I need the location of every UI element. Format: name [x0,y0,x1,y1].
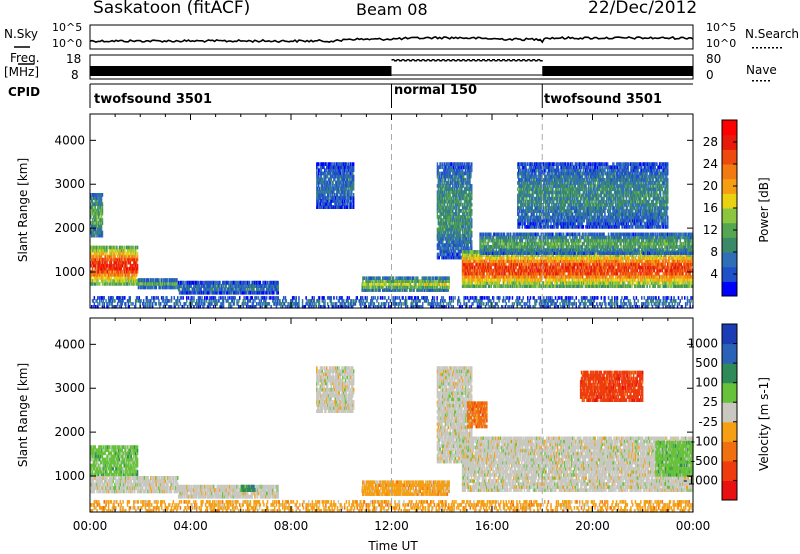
nave-legend-dot [752,80,754,82]
power-cell [159,278,161,282]
power-cell [219,281,221,285]
power-cell [103,252,105,256]
power-cell [278,281,280,285]
power-cell [153,278,155,282]
power-cell [140,282,142,286]
nave-legend-dot [760,80,762,82]
nsearch-legend-dot [764,47,766,49]
nsky-strip-frame [90,25,693,49]
power-cell [95,234,97,238]
power-cell [127,267,128,271]
power-cell [442,162,444,166]
power-cell [440,178,442,182]
power-cell [166,285,168,289]
power-cell [167,278,169,282]
power-cell [144,278,146,282]
power-cell [557,281,559,285]
power-cell [133,246,135,250]
power-cell [160,285,162,289]
power-cell [583,281,585,285]
power-cell [141,282,143,286]
power-cell [318,162,320,166]
power-cell [94,234,96,238]
power-cell [570,281,572,285]
nsearch-legend-dot [772,47,774,49]
nave-legend-dot [764,80,766,82]
power-cell [165,282,167,286]
power-cell [102,231,104,235]
power-cell [102,234,104,238]
freq-bar-segment-3 [542,66,693,76]
nsearch-legend-dot [768,47,770,49]
power-cell [102,193,104,197]
power-cell [460,200,462,204]
power-cell [161,278,163,282]
power-cell [96,252,98,256]
power-cell [107,246,109,250]
power-cell [442,178,444,182]
power-cell [157,278,159,282]
nsearch-legend-dot [760,47,762,49]
power-cell [353,162,355,166]
power-cell [471,162,473,166]
power-cell [167,282,169,286]
power-cell [148,278,150,282]
power-cell [353,175,355,179]
power-cell [439,172,441,176]
power-cell [471,240,473,244]
power-cell [138,285,140,289]
power-cell [102,209,104,213]
freq-bar-segment-1 [90,66,392,76]
power-cell [471,231,473,235]
power-cell [101,224,103,228]
power-cell [448,276,450,280]
power-cell [469,178,471,182]
power-cell [471,203,473,207]
power-cell [471,209,473,213]
power-cell [137,252,139,256]
power-cell [353,193,355,197]
power-cell [152,285,154,289]
power-cell [122,270,124,274]
nsearch-legend-dot [756,47,758,49]
nsearch-legend-dot [780,47,782,49]
nsky-trace [90,37,693,42]
power-cell [124,246,126,250]
power-cell [163,282,165,286]
power-cell [175,282,177,286]
power-cell [471,222,473,226]
power-cell [135,252,137,256]
power-cell [448,178,450,182]
nsearch-legend-dot [752,47,754,49]
power-cell [145,285,147,289]
nsearch-legend-dot [776,47,778,49]
power-cell [102,202,104,206]
power-cell [613,278,615,282]
power-cell [460,234,462,238]
power-cell [471,184,473,188]
nave-legend-dot [768,80,770,82]
power-cell [176,278,178,282]
power-cell [430,276,432,280]
power-cell [102,218,104,222]
power-cell [137,270,139,274]
power-cell [99,282,101,286]
power-cell [126,261,128,265]
power-cell [137,264,139,268]
power-cell [174,285,176,289]
nave-legend-dot [756,80,758,82]
nave-dot [540,60,543,62]
power-cell [156,285,158,289]
power-cell [137,246,139,250]
power-cell [477,250,479,254]
power-cell [471,218,473,222]
power-cell [111,252,113,256]
